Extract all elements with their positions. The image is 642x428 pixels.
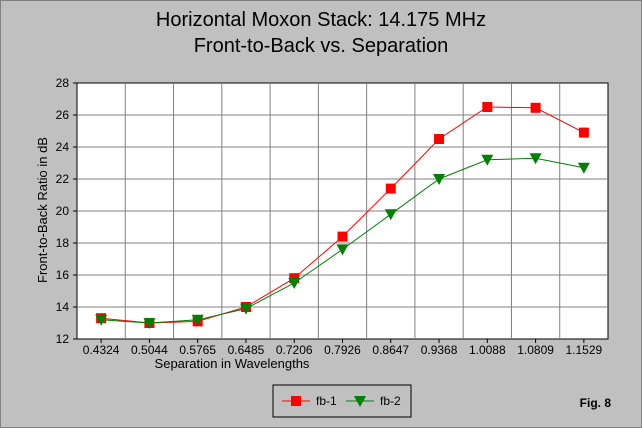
data-point-fb-2 — [95, 314, 108, 326]
data-point-fb-2 — [529, 153, 542, 165]
y-tick-label: 22 — [56, 172, 70, 186]
data-point-fb-2 — [143, 318, 156, 329]
x-tick-label: 1.0088 — [469, 343, 506, 357]
data-point-fb-1 — [482, 102, 493, 112]
x-tick-label: 0.5044 — [131, 343, 168, 357]
data-point-fb-2 — [288, 278, 301, 289]
x-tick-label: 0.4324 — [83, 343, 120, 357]
data-point-fb-2 — [433, 174, 446, 185]
legend-item-fb-2: fb-2 — [346, 394, 401, 408]
legend-label: fb-1 — [316, 394, 337, 408]
legend-item-fb-1: fb-1 — [282, 394, 337, 408]
data-point-fb-2 — [481, 154, 494, 166]
data-point-fb-2 — [384, 209, 397, 221]
data-point-fb-1 — [434, 134, 445, 144]
y-tick-label: 26 — [56, 108, 70, 122]
x-tick-label: 0.8647 — [372, 343, 409, 357]
y-tick-label: 12 — [56, 332, 70, 346]
data-point-fb-1 — [337, 231, 348, 242]
data-point-fb-2 — [239, 303, 252, 315]
y-tick-label: 16 — [56, 268, 70, 282]
x-tick-label: 0.9368 — [421, 343, 458, 357]
series-fb-2 — [95, 153, 590, 329]
data-point-fb-1 — [385, 183, 396, 194]
y-tick-label: 20 — [56, 204, 70, 218]
x-axis-ticks: 0.4324 0.5044 0.5765 0.6485 0.7206 0.7926 0.86… — [83, 339, 603, 357]
x-tick-label: 1.0809 — [517, 343, 554, 357]
y-axis-ticks: 12 14 16 18 20 22 24 26 28 — [56, 76, 77, 346]
gridlines — [77, 83, 608, 339]
y-tick-label: 14 — [56, 300, 70, 314]
x-tick-label: 1.1529 — [566, 343, 603, 357]
legend: fb-1 fb-2 — [282, 394, 401, 408]
figure-label: Fig. 8 — [580, 396, 612, 410]
y-tick-label: 28 — [56, 76, 70, 90]
x-tick-label: 0.6485 — [228, 343, 265, 357]
x-tick-label: 0.5765 — [179, 343, 216, 357]
legend-marker — [291, 396, 301, 406]
legend-label: fb-2 — [380, 394, 401, 408]
data-point-fb-2 — [577, 162, 590, 174]
y-tick-label: 24 — [56, 140, 70, 154]
data-point-fb-2 — [336, 244, 349, 256]
legend-marker — [354, 396, 366, 407]
x-axis-label: Separation in Wavelengths — [155, 356, 310, 371]
y-axis-label: Front-to-Back Ratio in dB — [35, 137, 50, 283]
series-layer — [95, 102, 590, 329]
x-tick-label: 0.7206 — [276, 343, 313, 357]
data-point-fb-2 — [191, 314, 204, 326]
chart-title-line-2: Front-to-Back vs. Separation — [194, 35, 449, 57]
chart-title-line-1: Horizontal Moxon Stack: 14.175 MHz — [156, 9, 486, 31]
y-tick-label: 18 — [56, 236, 70, 250]
x-tick-label: 0.7926 — [324, 343, 361, 357]
data-point-fb-1 — [530, 102, 541, 113]
data-point-fb-1 — [578, 127, 589, 138]
